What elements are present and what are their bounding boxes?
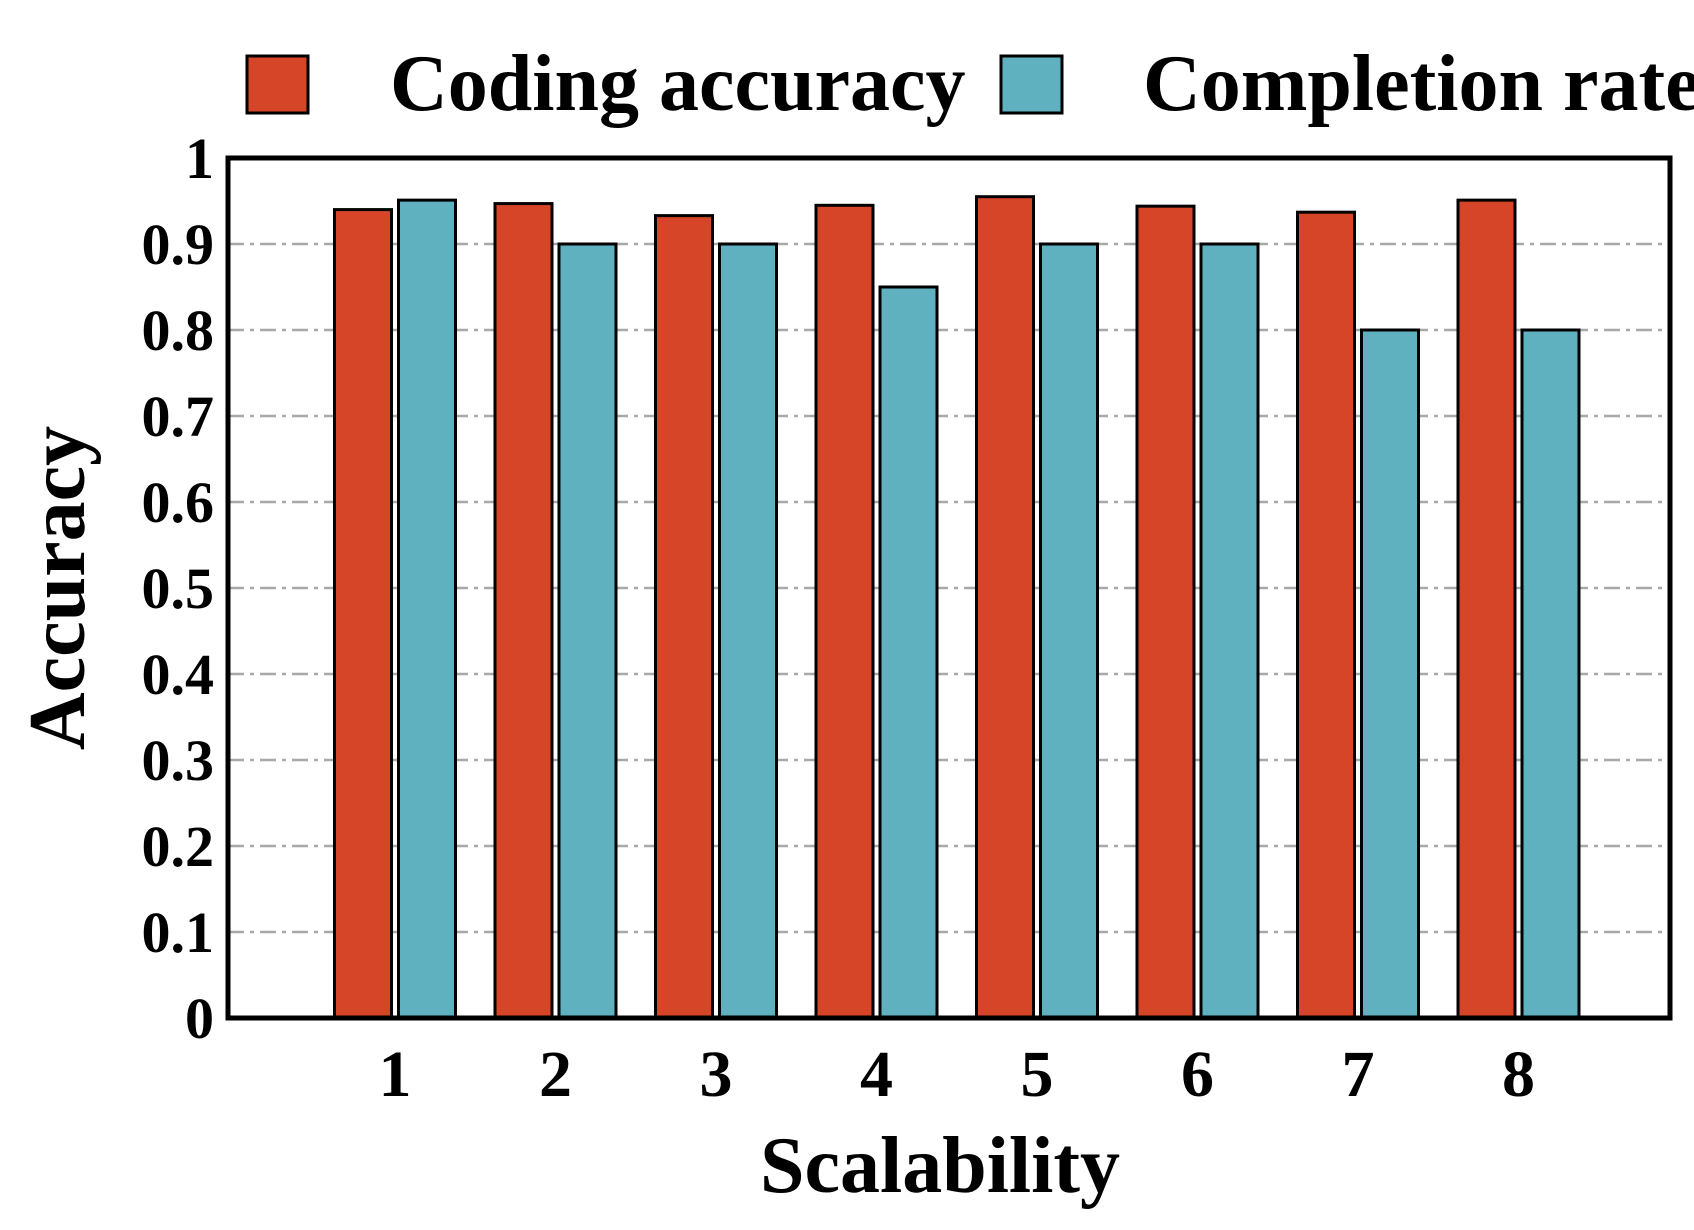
bar-coding-accuracy <box>975 195 1035 1020</box>
bar-completion-rate <box>718 242 778 1020</box>
bar-coding-accuracy <box>493 202 554 1020</box>
x-tick-labels: 1 2 3 4 5 6 7 8 <box>379 1038 1536 1111</box>
legend-label: Coding accuracy <box>390 40 966 128</box>
y-axis-label: Accuracy <box>14 426 102 750</box>
y-tick-label: 0.7 <box>142 384 215 449</box>
y-tick-label: 0.6 <box>142 470 215 535</box>
bar-completion-rate <box>1199 242 1260 1020</box>
x-tick-label: 4 <box>860 1038 893 1111</box>
bar-coding-accuracy <box>1135 204 1196 1020</box>
bar-coding-accuracy <box>654 214 714 1020</box>
y-tick-label: 0.3 <box>142 728 215 793</box>
x-tick-label: 6 <box>1181 1038 1214 1111</box>
legend-label: Completion rate <box>1143 40 1694 128</box>
bar-completion-rate <box>1039 242 1099 1020</box>
y-tick-label: 0.5 <box>142 556 215 621</box>
y-tick-label: 0.2 <box>142 814 215 879</box>
plot-frame <box>225 155 1673 1021</box>
y-tick-label: 0.9 <box>142 212 215 277</box>
bar-completion-rate <box>397 198 457 1020</box>
y-tick-label: 0 <box>185 986 214 1051</box>
x-axis-label: Scalability <box>760 1122 1120 1210</box>
x-tick-label: 2 <box>539 1038 572 1111</box>
x-tick-label: 8 <box>1502 1038 1535 1111</box>
bar-completion-rate <box>1520 328 1581 1020</box>
x-tick-label: 1 <box>379 1038 412 1111</box>
bars <box>333 195 1581 1020</box>
y-tick-label: 0.4 <box>142 642 215 707</box>
bar-coding-accuracy <box>333 208 393 1020</box>
y-tick-labels: 0 0.1 0.2 0.3 0.4 0.5 0.6 0.7 0.8 0.9 1 <box>142 126 215 1051</box>
y-tick-label: 1 <box>185 126 214 191</box>
bar-coding-accuracy <box>1456 198 1517 1020</box>
bar-coding-accuracy <box>814 203 875 1020</box>
y-tick-label: 0.1 <box>142 900 215 965</box>
legend-swatch <box>999 54 1064 115</box>
y-tick-label: 0.8 <box>142 298 215 363</box>
x-tick-label: 5 <box>1021 1038 1054 1111</box>
legend: Coding accuracy Completion rate <box>245 40 1694 128</box>
legend-swatch <box>245 54 310 115</box>
bar-completion-rate <box>878 285 939 1020</box>
x-tick-label: 7 <box>1342 1038 1375 1111</box>
bar-coding-accuracy <box>1296 210 1356 1020</box>
x-tick-label: 3 <box>700 1038 733 1111</box>
bar-completion-rate <box>1360 328 1420 1020</box>
bar-completion-rate <box>557 242 618 1020</box>
